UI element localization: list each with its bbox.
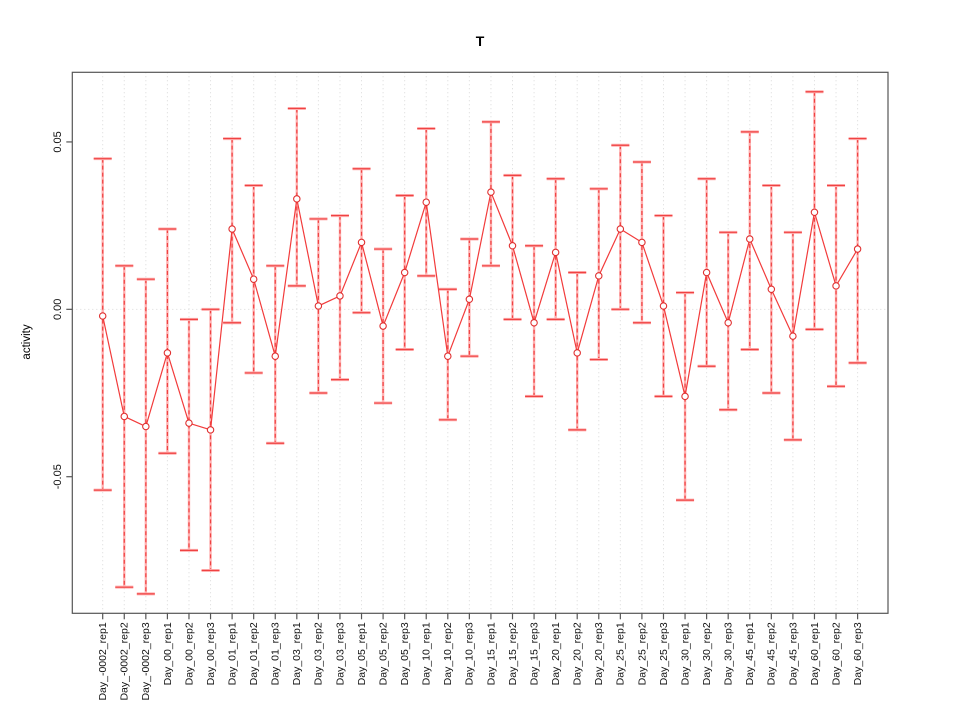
x-tick-label: Day_30_rep1 [679,622,691,685]
data-point-marker [487,188,495,196]
data-point-marker [206,426,215,434]
x-tick-label: Day_00_rep2 [183,622,195,685]
x-tick-label: Day_05_rep1 [356,622,368,685]
x-tick-label: Day_20_rep3 [593,622,605,685]
x-tick-label: Day_03_rep2 [313,622,325,685]
data-point-marker [853,245,862,253]
x-tick-label: Day_15_rep3 [528,622,540,685]
x-tick-label: Day_60_rep1 [809,622,821,685]
data-point-marker [659,302,668,310]
x-tick-label: Day_25_rep1 [615,622,627,685]
data-point-marker [702,268,711,277]
data-point-marker [379,322,387,330]
data-point-marker [530,318,538,327]
data-point-marker [508,241,517,250]
series-line [102,190,859,431]
data-point-marker [249,275,258,283]
data-point-marker [573,349,581,357]
x-tick-label: Day_20_rep1 [550,622,562,685]
x-tick-label: Day_60_rep3 [852,622,864,685]
data-point-marker [681,392,689,401]
x-tick-label: Day_45_rep1 [744,622,756,685]
data-point-marker [444,352,452,360]
data-point-marker [810,208,819,216]
data-point-marker [551,248,560,257]
data-point-marker [293,195,301,203]
x-tick-label: Day_15_rep2 [507,622,519,685]
x-tick-label: Day_-0002_rep1 [97,622,109,700]
x-tick-label: Day_30_rep2 [701,622,713,685]
data-point-marker [724,318,732,327]
data-point-marker [185,419,193,427]
y-tick-label: 0.05 [52,131,64,152]
data-point-marker [98,312,107,320]
data-point-marker [336,292,344,300]
x-tick-label: Day_-0002_rep3 [140,622,152,700]
x-tick-label: Day_05_rep2 [377,622,389,685]
x-tick-label: Day_01_rep2 [248,622,260,685]
data-point-marker [465,295,474,304]
data-point-marker [163,349,172,357]
data-point-marker [422,198,430,206]
x-tick-label: Day_10_rep1 [421,622,433,685]
x-tick-label: Day_03_rep1 [291,622,303,685]
data-point-marker [142,422,150,431]
x-tick-label: Day_01_rep3 [270,622,282,685]
data-point-marker [638,238,646,247]
data-point-marker [616,225,625,233]
x-tick-label: Day_45_rep2 [766,622,778,685]
data-point-marker [357,238,366,247]
x-tick-label: Day_00_rep3 [205,622,217,685]
x-tick-label: Day_30_rep3 [723,622,735,685]
data-point-marker [746,235,754,243]
data-point-marker [767,285,776,293]
x-tick-label: Day_00_rep1 [162,622,174,685]
plot-border [71,71,889,614]
data-point-marker [228,225,236,233]
x-tick-label: Day_60_rep2 [830,622,842,685]
data-point-marker [789,332,797,340]
data-point-marker [595,272,603,280]
x-tick-label: Day_01_rep1 [226,622,238,685]
data-point-marker [400,268,409,277]
data-point-marker [271,352,279,360]
x-tick-label: Day_05_rep3 [399,622,411,685]
y-tick-label: -0.05 [52,464,64,489]
x-tick-label: Day_-0002_rep2 [119,622,131,700]
x-tick-label: Day_03_rep3 [334,622,346,685]
x-tick-label: Day_10_rep3 [464,622,476,685]
x-tick-label: Day_45_rep3 [787,622,799,685]
y-axis-label: activity [21,324,33,360]
y-tick-label: 0.00 [52,299,64,320]
x-tick-label: Day_20_rep2 [572,622,584,685]
data-point-marker [120,412,129,421]
x-tick-label: Day_25_rep3 [658,622,670,685]
chart-title: T [475,33,485,49]
x-tick-label: Day_10_rep2 [442,622,454,685]
data-point-marker [314,302,323,310]
x-tick-label: Day_25_rep2 [636,622,648,685]
x-tick-label: Day_15_rep1 [485,622,497,685]
data-point-marker [832,282,840,290]
